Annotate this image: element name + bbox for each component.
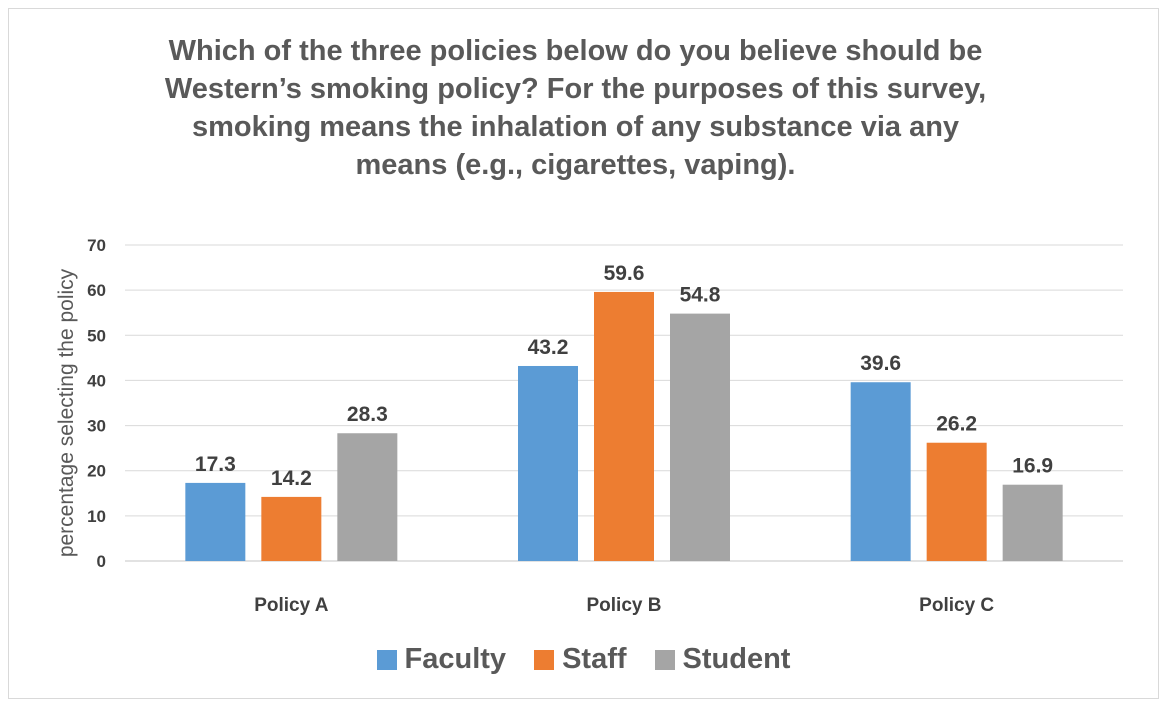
category-label: Policy C [919, 595, 994, 616]
y-tick-label: 50 [87, 326, 106, 345]
bar-faculty-policy-b [518, 365, 578, 561]
y-tick-label: 30 [87, 417, 106, 436]
legend-swatch [534, 649, 555, 670]
y-tick-label: 40 [87, 371, 106, 390]
legend-item-student: Student [654, 643, 791, 676]
data-label: 39.6 [860, 352, 901, 375]
data-label: 43.2 [528, 336, 569, 359]
legend-swatch [376, 649, 397, 670]
legend-item-faculty: Faculty [376, 643, 507, 676]
y-tick-label: 10 [87, 507, 106, 526]
data-labels: 17.3 14.2 28.3 43.2 59.6 54.8 39.6 26.2 16.9 [195, 262, 1053, 490]
bar-faculty-policy-c [850, 382, 911, 561]
y-axis-ticks: 0 10 20 30 40 50 60 70 [87, 236, 106, 571]
bars [185, 291, 1063, 561]
bar-staff-policy-a [261, 496, 322, 561]
chart-title-line: Which of the three policies below do you… [168, 35, 983, 67]
bar-faculty-policy-a [185, 482, 246, 561]
category-label: Policy A [254, 595, 329, 616]
data-label: 17.3 [195, 453, 236, 476]
y-axis-title: percentage selecting the policy [55, 268, 78, 557]
legend-swatch [654, 649, 675, 670]
data-label: 59.6 [604, 262, 645, 285]
legend-item-staff: Staff [534, 643, 627, 676]
data-label: 26.2 [936, 413, 977, 436]
legend-label: Staff [562, 643, 627, 675]
bar-student-policy-a [337, 433, 398, 561]
chart-title-line: Western’s smoking policy? For the purpos… [164, 73, 987, 105]
y-tick-label: 70 [87, 236, 106, 255]
y-tick-label: 60 [87, 281, 106, 300]
x-axis-categories: Policy A Policy B Policy C [254, 595, 994, 616]
data-label: 14.2 [271, 467, 312, 490]
bar-student-policy-b [670, 313, 730, 561]
data-label: 16.9 [1012, 455, 1053, 478]
chart-title-line: smoking means the inhalation of any subs… [191, 111, 960, 143]
data-label: 28.3 [347, 403, 388, 426]
data-label: 54.8 [680, 284, 721, 307]
category-label: Policy B [587, 595, 662, 616]
chart-title-line: means (e.g., cigarettes, vaping). [355, 149, 796, 181]
legend-label: Student [682, 643, 791, 675]
chart-title: Which of the three policies below do you… [90, 32, 1061, 184]
legend-label: Faculty [404, 643, 507, 675]
bar-student-policy-c [1002, 484, 1063, 561]
bar-staff-policy-b [594, 291, 654, 561]
bar-staff-policy-c [926, 442, 987, 561]
chart-area [8, 8, 1159, 699]
y-tick-label: 20 [87, 462, 106, 481]
legend: Faculty Staff Student [0, 643, 1167, 676]
y-tick-label: 0 [97, 552, 106, 571]
